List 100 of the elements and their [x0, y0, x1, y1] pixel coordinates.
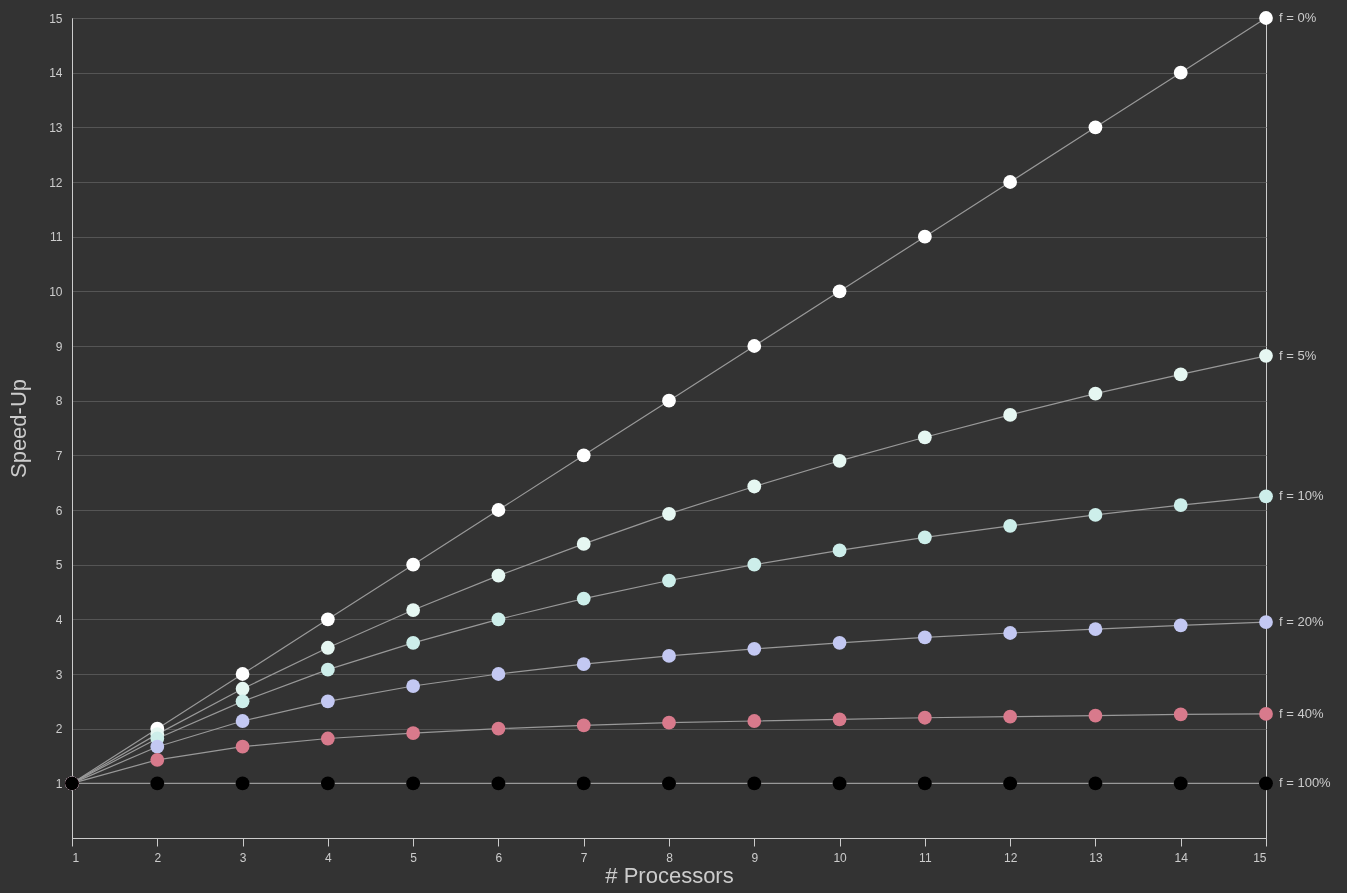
series-label: f = 100% — [1279, 775, 1332, 791]
x-tick-label: 1 — [72, 850, 80, 865]
point — [747, 557, 762, 572]
y-tick-label: 10 — [49, 284, 63, 299]
series-label: f = 5% — [1279, 347, 1317, 363]
y-tick-label: 8 — [55, 394, 63, 409]
point — [576, 776, 591, 791]
point — [491, 503, 506, 517]
point — [406, 603, 421, 617]
point — [491, 667, 506, 681]
x-tick-label: 10 — [833, 850, 848, 865]
point — [320, 731, 335, 746]
series-label: f = 10% — [1279, 488, 1324, 504]
point — [1173, 367, 1188, 382]
point — [491, 776, 506, 791]
y-tick-label: 2 — [55, 722, 63, 737]
point — [1173, 618, 1188, 633]
x-tick-label: 12 — [1003, 850, 1018, 865]
x-tick-label: 9 — [751, 850, 759, 865]
point — [747, 776, 762, 791]
point — [1003, 626, 1018, 640]
point — [576, 657, 591, 672]
point — [491, 568, 506, 583]
y-tick-label: 5 — [55, 558, 63, 573]
point — [491, 612, 506, 627]
point — [1259, 707, 1273, 721]
y-tick-label: 12 — [49, 175, 63, 190]
point — [662, 573, 676, 588]
point — [1088, 776, 1103, 791]
point — [1088, 508, 1103, 522]
point — [576, 448, 591, 463]
point — [1088, 120, 1103, 135]
point — [662, 776, 676, 791]
y-tick-label: 15 — [49, 11, 63, 26]
point — [576, 537, 591, 551]
point — [150, 739, 165, 754]
point — [1259, 348, 1273, 363]
x-tick-label: 14 — [1174, 850, 1189, 865]
x-tick-label: 15 — [1253, 850, 1267, 865]
point — [832, 453, 847, 468]
point — [1259, 615, 1273, 629]
point — [917, 776, 932, 791]
point — [1088, 622, 1103, 637]
point — [917, 430, 932, 445]
point — [150, 752, 165, 767]
point — [235, 739, 250, 754]
x-tick-label: 11 — [919, 850, 932, 865]
point — [491, 721, 506, 736]
point — [1173, 65, 1188, 80]
x-tick-label: 2 — [154, 850, 162, 865]
point — [406, 557, 421, 572]
point — [832, 543, 847, 558]
x-tick-label: 3 — [239, 850, 247, 865]
point — [235, 714, 250, 728]
point — [1173, 707, 1188, 722]
point — [406, 635, 421, 650]
series-label: f = 40% — [1279, 705, 1324, 721]
point — [917, 530, 932, 545]
point — [320, 694, 335, 709]
point — [662, 715, 676, 730]
point — [235, 681, 250, 696]
x-axis-title: # Processors — [605, 862, 734, 888]
y-tick-label: 11 — [50, 230, 63, 245]
x-tick-label: 8 — [666, 850, 674, 865]
point — [832, 284, 847, 299]
x-tick-label: 13 — [1089, 850, 1103, 865]
series-label: f = 0% — [1279, 10, 1317, 25]
point — [747, 641, 762, 656]
point — [235, 667, 250, 681]
point — [747, 479, 762, 494]
point — [1003, 518, 1018, 533]
point — [747, 714, 762, 728]
point — [917, 710, 932, 725]
point — [406, 726, 421, 740]
point — [1003, 776, 1018, 791]
point — [406, 776, 421, 791]
point — [1173, 776, 1188, 791]
y-tick-label: 1 — [55, 776, 63, 791]
point — [832, 635, 847, 650]
point — [576, 718, 591, 733]
point — [662, 649, 676, 663]
x-tick-label: 7 — [580, 850, 588, 865]
point — [150, 776, 165, 791]
series-label: f = 20% — [1279, 614, 1324, 630]
y-tick-label: 13 — [49, 120, 63, 135]
y-tick-label: 3 — [55, 667, 63, 682]
y-tick-label: 7 — [55, 448, 63, 463]
y-tick-label: 6 — [55, 503, 63, 518]
point — [1088, 386, 1103, 401]
x-tick-label: 6 — [495, 850, 503, 865]
x-tick-label: 4 — [325, 850, 333, 865]
point — [662, 506, 676, 521]
point — [320, 662, 335, 677]
y-axis-title: Speed-Up — [6, 378, 32, 479]
point — [320, 640, 335, 655]
point — [662, 393, 676, 408]
point — [832, 712, 847, 727]
point — [1003, 408, 1018, 422]
point — [235, 694, 250, 709]
point — [1003, 709, 1018, 724]
